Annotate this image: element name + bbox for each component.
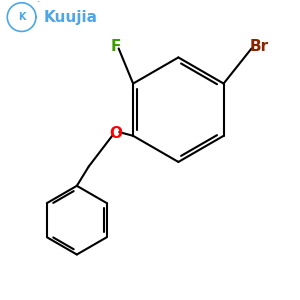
Text: Br: Br xyxy=(249,40,268,55)
Text: K: K xyxy=(18,12,25,22)
Text: O: O xyxy=(109,126,122,141)
Text: F: F xyxy=(110,40,121,55)
Text: Kuujia: Kuujia xyxy=(44,10,98,25)
